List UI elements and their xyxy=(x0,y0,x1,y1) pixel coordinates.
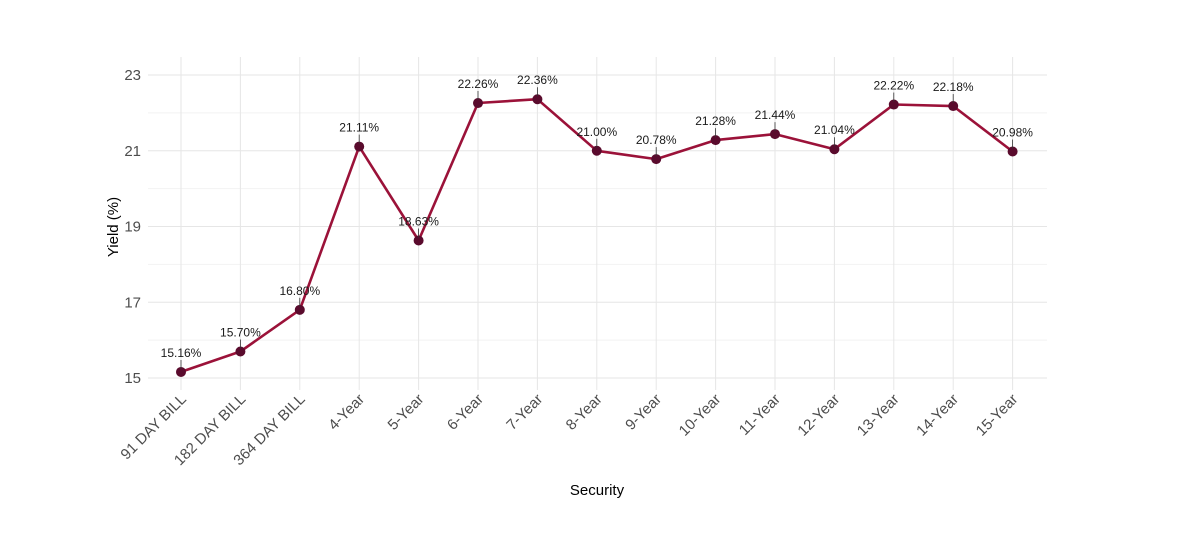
data-point xyxy=(413,235,424,246)
y-tick-label: 15 xyxy=(124,370,141,387)
data-point xyxy=(235,346,246,357)
x-tick-label: 5-Year xyxy=(385,391,428,434)
data-point xyxy=(294,304,305,315)
data-label: 22.22% xyxy=(873,79,914,93)
data-point xyxy=(948,101,959,112)
data-point xyxy=(473,98,483,109)
y-axis-title: Yield (%) xyxy=(105,197,122,257)
data-label: 21.28% xyxy=(695,114,736,128)
x-axis-title: Security xyxy=(570,482,625,499)
data-point xyxy=(829,144,840,155)
x-tick-label: 9-Year xyxy=(622,391,665,434)
data-label: 21.00% xyxy=(576,125,617,139)
data-label: 21.44% xyxy=(755,108,796,122)
data-label: 15.16% xyxy=(161,346,202,360)
data-label: 22.18% xyxy=(933,80,974,94)
y-axis-ticks: 15 17 19 21 23 xyxy=(124,67,141,387)
data-label: 18.63% xyxy=(398,215,439,229)
data-point xyxy=(710,135,721,146)
x-tick-label: 7-Year xyxy=(503,391,546,434)
y-tick-label: 17 xyxy=(124,294,141,311)
data-label: 20.78% xyxy=(636,133,677,147)
data-point xyxy=(591,145,602,156)
data-point xyxy=(651,154,662,165)
series-line-group xyxy=(176,94,1018,377)
x-tick-label: 11-Year xyxy=(736,391,784,439)
data-label: 22.26% xyxy=(458,77,499,91)
data-label: 22.36% xyxy=(517,73,558,87)
data-label: 20.98% xyxy=(992,126,1033,140)
y-tick-label: 21 xyxy=(124,143,141,160)
data-point xyxy=(888,99,899,110)
data-label: 21.11% xyxy=(339,121,379,135)
x-tick-label: 15-Year xyxy=(973,391,1022,440)
y-tick-label: 19 xyxy=(124,219,141,236)
x-tick-label: 4-Year xyxy=(325,391,368,434)
data-point xyxy=(532,94,543,105)
x-tick-label: 12-Year xyxy=(794,391,843,440)
x-tick-label: 13-Year xyxy=(854,391,903,440)
x-tick-label: 6-Year xyxy=(444,391,487,434)
grid-lines xyxy=(148,57,1047,390)
data-label: 15.70% xyxy=(220,325,261,339)
data-point xyxy=(354,141,365,152)
data-labels: 15.16% 15.70% 16.80% 21.11% 18.63% 22.26% 22.3… xyxy=(161,73,1033,369)
y-tick-label: 23 xyxy=(124,67,141,84)
data-point xyxy=(1007,146,1018,157)
data-label: 21.04% xyxy=(814,123,855,137)
data-label: 16.80% xyxy=(279,284,320,298)
x-tick-label: 14-Year xyxy=(913,391,962,440)
x-tick-label: 8-Year xyxy=(563,391,606,434)
data-point xyxy=(176,366,186,377)
data-point xyxy=(770,129,780,140)
x-tick-label: 10-Year xyxy=(676,391,725,440)
